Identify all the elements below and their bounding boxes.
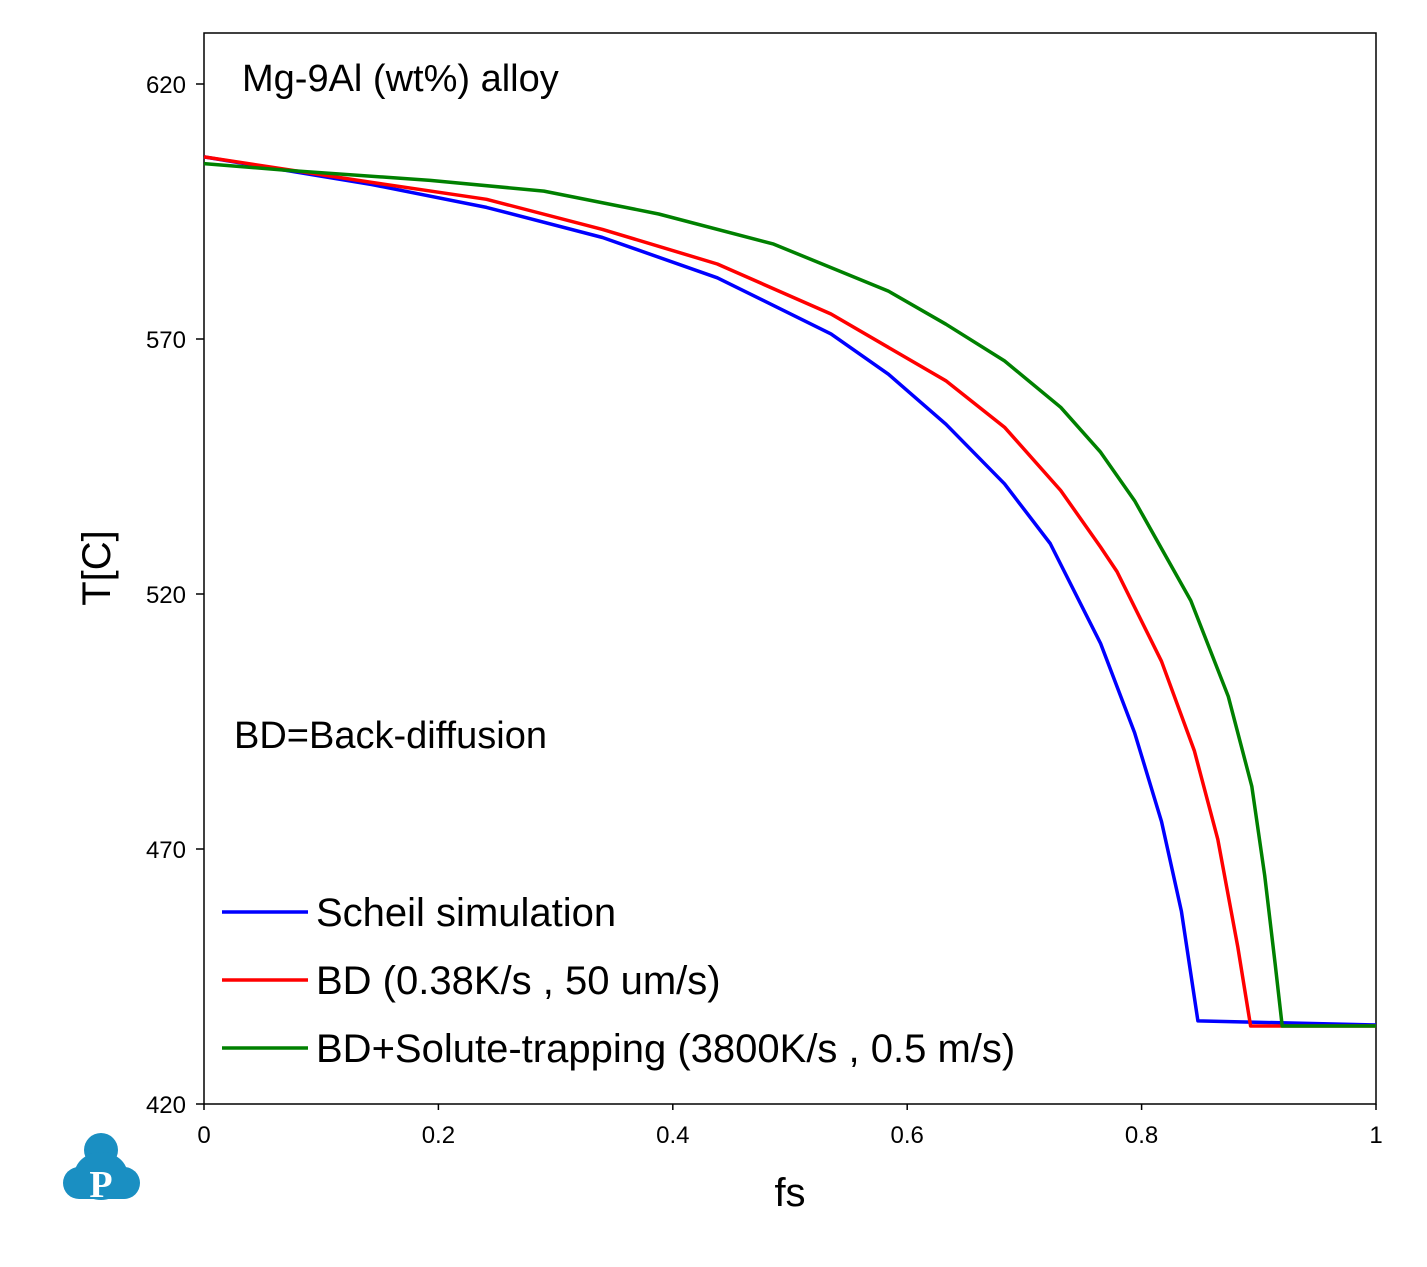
y-axis-label: T[C] (75, 530, 119, 606)
y-tick-label: 620 (146, 72, 186, 99)
x-tick-label: 0.8 (1125, 1122, 1158, 1149)
legend: Scheil simulation BD (0.38K/s , 50 um/s) B… (222, 891, 1015, 1071)
plot-frame (203, 32, 1377, 1105)
legend-label: BD+Solute-trapping (3800K/s , 0.5 m/s) (316, 1027, 1015, 1071)
y-tick-label: 420 (146, 1092, 186, 1119)
series-line-1 (203, 155, 1377, 1027)
logo-letter: P (89, 1164, 112, 1206)
x-tick-label: 0.2 (422, 1122, 455, 1149)
x-axis-label: fs (774, 1171, 805, 1215)
chart-title: Mg-9Al (wt%) alloy (242, 58, 559, 100)
logo: P (63, 1133, 140, 1206)
y-tick-label: 520 (146, 582, 186, 609)
x-tick-label: 1 (1369, 1122, 1382, 1149)
y-tick-label: 570 (146, 327, 186, 354)
legend-label: BD (0.38K/s , 50 um/s) (316, 959, 721, 1003)
x-axis: 0 0.2 0.4 0.6 0.8 1 (197, 1104, 1383, 1149)
x-tick-label: 0 (197, 1122, 210, 1149)
series-line-3 (203, 161, 1376, 1028)
y-axis: 420 470 520 570 620 (146, 72, 204, 1119)
x-tick-label: 0.6 (891, 1122, 924, 1149)
legend-label: Scheil simulation (316, 891, 616, 935)
y-tick-label: 470 (146, 837, 186, 864)
series-lines (203, 155, 1377, 1028)
series-line-2 (203, 155, 1376, 1028)
x-tick-label: 0.4 (656, 1122, 689, 1149)
annotation-text: BD=Back-diffusion (234, 715, 547, 757)
